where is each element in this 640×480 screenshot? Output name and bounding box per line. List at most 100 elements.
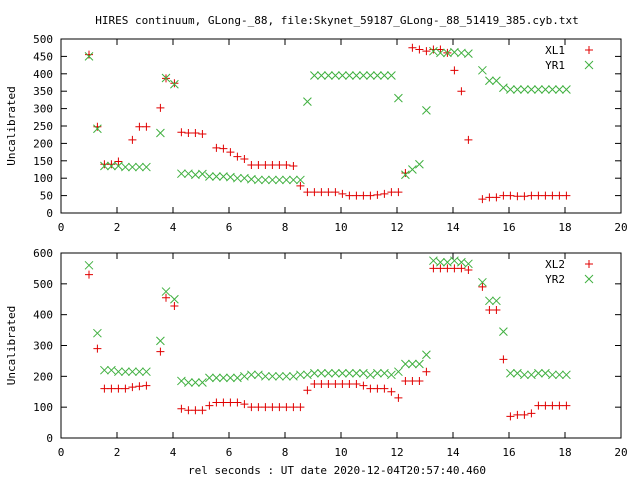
data-point — [275, 160, 284, 169]
data-point — [464, 265, 473, 274]
data-point — [128, 383, 137, 392]
data-point — [317, 71, 326, 80]
data-point — [387, 71, 396, 80]
data-point — [541, 368, 550, 378]
chart-title: HIRES continuum, GLong-_88, file:Skynet_… — [95, 14, 578, 27]
data-point — [331, 380, 340, 389]
y-tick-label: 350 — [33, 85, 53, 98]
legend-label: XL1 — [545, 44, 565, 57]
data-point — [212, 373, 221, 383]
data-point — [142, 381, 151, 390]
y-tick-label: 300 — [33, 340, 53, 353]
data-point — [93, 124, 102, 134]
data-point — [506, 412, 515, 421]
data-point — [506, 368, 515, 378]
data-point — [499, 191, 508, 200]
x-tick-label: 12 — [390, 221, 403, 234]
legend-marker — [585, 260, 593, 268]
x-tick-label: 16 — [502, 446, 515, 459]
data-point — [240, 371, 249, 381]
data-point — [429, 264, 438, 273]
data-point — [527, 85, 536, 94]
bottom-panel: 0 100 200 300 400 500 600 0 2 4 6 8 10 12 14 16 18 20 Unca… — [5, 247, 628, 459]
y-tick-label: 500 — [33, 278, 53, 291]
data-point — [191, 170, 200, 180]
data-point — [114, 161, 123, 171]
x-axis-label: rel seconds : UT date 2020-12-04T20:57:4… — [188, 464, 486, 477]
data-point — [478, 282, 487, 291]
data-point — [485, 193, 494, 202]
data-point — [212, 398, 221, 407]
series-xl2 — [85, 264, 571, 421]
data-point — [338, 71, 347, 80]
data-point — [443, 264, 452, 273]
data-point — [85, 50, 93, 59]
data-point — [268, 160, 277, 169]
data-point — [506, 85, 515, 94]
data-point — [100, 384, 109, 393]
data-point — [429, 46, 438, 56]
y-axis-label: Uncalibrated — [5, 86, 18, 165]
x-tick-label: 2 — [114, 446, 121, 459]
data-point — [422, 350, 431, 360]
data-point — [121, 162, 130, 172]
data-point — [212, 143, 221, 152]
x-tick-label: 4 — [170, 446, 177, 459]
data-point — [317, 380, 326, 389]
data-point — [247, 403, 256, 412]
data-point — [324, 71, 333, 80]
data-point — [562, 191, 571, 200]
data-point — [84, 52, 94, 61]
data-point — [268, 371, 277, 381]
series-yr2 — [84, 256, 571, 387]
data-point — [401, 359, 410, 369]
data-point — [184, 128, 193, 137]
data-point — [548, 370, 557, 380]
data-point — [324, 380, 333, 389]
data-point — [205, 373, 214, 383]
data-point — [548, 401, 557, 410]
data-point — [443, 257, 452, 267]
data-point — [366, 71, 375, 80]
data-point — [450, 66, 459, 75]
top-panel: 0 50 100 150 200 250 300 350 400 450 500 0 2 4 6 8 10 12 1… — [5, 33, 628, 234]
data-point — [289, 175, 298, 185]
data-point — [107, 160, 116, 169]
data-point — [233, 173, 242, 183]
x-tick-label: 14 — [446, 221, 460, 234]
data-point — [156, 347, 165, 356]
data-point — [254, 160, 263, 169]
data-point — [436, 257, 445, 267]
data-point — [492, 193, 501, 202]
data-point — [443, 48, 452, 58]
data-point — [338, 380, 347, 389]
x-tick-label: 0 — [58, 221, 65, 234]
data-point — [485, 76, 494, 86]
data-point — [142, 122, 151, 131]
data-point — [492, 76, 501, 86]
y-tick-label: 250 — [33, 120, 53, 133]
data-point — [485, 296, 494, 306]
data-point — [107, 161, 116, 171]
data-point — [212, 172, 221, 181]
data-point — [408, 165, 417, 174]
y-tick-label: 500 — [33, 33, 53, 46]
data-point — [457, 48, 466, 58]
data-point — [135, 382, 144, 391]
data-point — [513, 410, 522, 419]
data-point — [324, 188, 333, 197]
data-point — [366, 384, 375, 393]
data-point — [478, 277, 487, 287]
data-point — [394, 188, 403, 197]
data-point — [128, 367, 137, 377]
data-point — [422, 105, 431, 115]
data-point — [247, 174, 256, 184]
data-point — [261, 160, 270, 169]
data-point — [464, 49, 473, 58]
data-point — [93, 122, 102, 131]
data-point — [282, 175, 291, 185]
data-point — [408, 43, 417, 52]
data-point — [317, 368, 326, 378]
data-point — [345, 368, 354, 378]
data-point — [226, 172, 235, 182]
